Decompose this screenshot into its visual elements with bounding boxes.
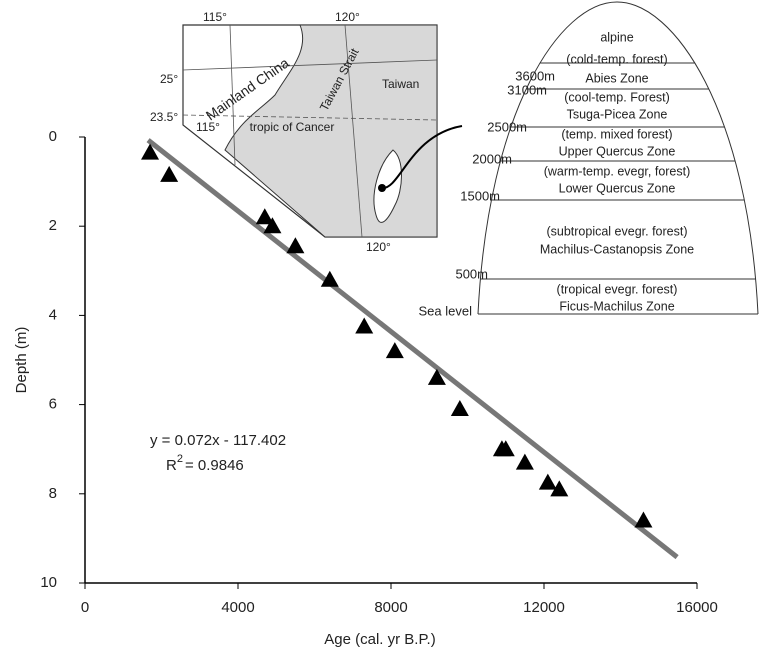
x-tick-label: 16000 — [676, 599, 718, 616]
elevation-label: Sea level — [419, 303, 473, 318]
data-point — [516, 454, 534, 470]
data-point — [386, 342, 404, 358]
zone-label: (temp. mixed forest) — [561, 127, 672, 141]
x-tick-label: 4000 — [221, 599, 254, 616]
y-tick-label: 6 — [49, 396, 57, 413]
zone-label: (cold-temp. forest) — [566, 52, 667, 66]
zone-label: (warm-temp. evegr, forest) — [544, 164, 691, 178]
elevation-label: 500m — [455, 266, 488, 281]
data-point — [634, 512, 652, 528]
zone-label: Lower Quercus Zone — [559, 181, 676, 195]
chart: 115° 120° 25° 23.5° 115° 120° Mainland C… — [0, 0, 759, 656]
elevation-label: 1500m — [460, 188, 500, 203]
map-label: tropic of Cancer — [250, 120, 335, 134]
zone-label: Machilus-Castanopsis Zone — [540, 242, 694, 256]
y-tick-label: 10 — [40, 574, 57, 591]
elevation-label: 2500m — [487, 119, 527, 134]
inset-map: 115° 120° 25° 23.5° 115° 120° Mainland C… — [150, 10, 462, 254]
map-label: 120° — [335, 10, 360, 24]
data-point — [451, 400, 469, 416]
zone-label: Abies Zone — [585, 71, 648, 85]
zone-label: (cool-temp. Forest) — [564, 90, 670, 104]
x-tick-label: 0 — [81, 599, 89, 616]
zone-label: (tropical evegr. forest) — [557, 282, 678, 296]
y-axis-title: Depth (m) — [13, 327, 30, 394]
data-point — [160, 166, 178, 182]
y-tick-label: 0 — [49, 128, 57, 145]
y-tick-label: 8 — [49, 485, 57, 502]
map-label: 115° — [203, 10, 227, 24]
zone-label: Upper Quercus Zone — [559, 144, 676, 158]
map-label: 115° — [196, 120, 220, 134]
zone-label: Ficus-Machilus Zone — [559, 299, 674, 313]
zone-label: alpine — [600, 30, 633, 44]
elevation-label: 2000m — [472, 151, 512, 166]
y-tick-label: 4 — [49, 306, 57, 323]
zone-diagram: 3600m 3100m 2500m 2000m 1500m 500m Sea l… — [419, 2, 759, 318]
equation: y = 0.072x - 117.402 — [150, 432, 286, 449]
data-point — [539, 474, 557, 490]
data-point — [355, 318, 373, 334]
y-tick-label: 2 — [49, 217, 57, 234]
map-label: 23.5° — [150, 110, 178, 124]
zone-label: Tsuga-Picea Zone — [567, 107, 668, 121]
x-tick-label: 12000 — [523, 599, 565, 616]
r-squared: R2= 0.9846 — [166, 453, 244, 474]
x-tick-label: 8000 — [374, 599, 407, 616]
map-label: 120° — [366, 240, 391, 254]
elevation-label: 3600m — [515, 68, 555, 83]
map-label: Taiwan — [382, 77, 419, 91]
zone-label: (subtropical evegr. forest) — [546, 224, 687, 238]
elevation-label: 3100m — [507, 82, 547, 97]
x-axis-title: Age (cal. yr B.P.) — [324, 631, 435, 648]
data-point — [286, 237, 304, 253]
map-label: 25° — [160, 72, 178, 86]
